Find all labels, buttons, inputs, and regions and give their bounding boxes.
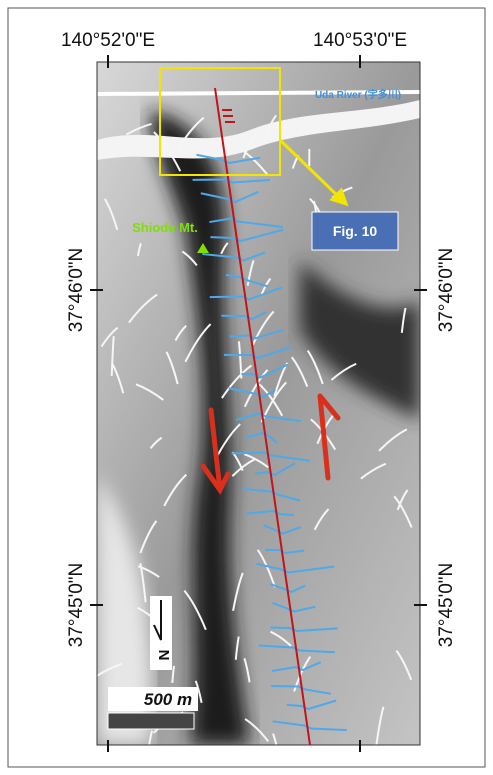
drainage-line bbox=[306, 349, 324, 385]
drainage-line bbox=[97, 662, 123, 677]
light-area bbox=[97, 470, 152, 745]
hillshade-map bbox=[97, 62, 420, 745]
scale-box bbox=[108, 687, 198, 711]
latitude-label: 37°46'0"N bbox=[436, 248, 457, 333]
drainage-line bbox=[174, 324, 187, 341]
drainage-pattern bbox=[97, 114, 413, 745]
drainage-line bbox=[100, 326, 119, 348]
scale-label: 500 m bbox=[144, 690, 192, 709]
drainage-line bbox=[110, 336, 115, 376]
drainage-line bbox=[244, 718, 270, 743]
north-label: N bbox=[155, 650, 172, 661]
drainage-line bbox=[396, 489, 409, 511]
drainage-line bbox=[194, 680, 203, 703]
river-label: Uda River (宇多川) bbox=[315, 88, 401, 101]
river-valley bbox=[97, 100, 420, 160]
drainage-line bbox=[171, 665, 176, 683]
longitude-label: 140°53'0"E bbox=[313, 30, 407, 51]
drainage-line bbox=[128, 293, 158, 324]
drainage-line bbox=[148, 730, 153, 745]
drainage-line bbox=[149, 436, 163, 449]
frame bbox=[7, 7, 486, 768]
drainage-line bbox=[290, 356, 309, 388]
drainage-line bbox=[139, 520, 158, 554]
figure-callout: Fig. 10 bbox=[333, 223, 378, 239]
drainage-line bbox=[232, 572, 244, 611]
drainage-line bbox=[184, 323, 212, 363]
drainage-line bbox=[163, 473, 187, 507]
drainage-line bbox=[234, 636, 240, 660]
inset-arrow bbox=[278, 138, 349, 207]
dark-slope bbox=[300, 260, 420, 420]
mountain-label: Shiode Mt. bbox=[132, 220, 198, 235]
valley bbox=[150, 110, 250, 745]
drainage-line bbox=[272, 733, 278, 745]
drainage-line bbox=[165, 351, 179, 385]
drainage-line bbox=[330, 362, 357, 381]
graticule-ticks bbox=[90, 55, 427, 752]
north-arrow bbox=[153, 600, 162, 641]
drainage-line bbox=[111, 363, 125, 394]
drainage-line bbox=[125, 122, 152, 136]
drainage-line bbox=[400, 307, 407, 333]
drainage-line bbox=[242, 132, 258, 159]
drainage-line bbox=[252, 310, 275, 346]
fault-ticks bbox=[222, 109, 235, 123]
scale-bar bbox=[107, 712, 195, 730]
drainage-line bbox=[104, 198, 119, 231]
drainage-line bbox=[375, 706, 385, 745]
drainage-line bbox=[264, 114, 277, 137]
inset-box bbox=[159, 67, 281, 176]
drainage-line bbox=[378, 428, 408, 452]
drainage-line bbox=[136, 242, 142, 257]
fault-trace bbox=[214, 87, 311, 746]
map-border bbox=[96, 61, 421, 746]
drainage-line bbox=[258, 383, 284, 417]
drainage-line bbox=[176, 116, 205, 151]
drainage-line bbox=[139, 563, 147, 603]
longitude-label: 140°52'0"E bbox=[61, 30, 155, 51]
drainage-line bbox=[395, 650, 413, 681]
drainage-line bbox=[243, 657, 251, 683]
drainage-line bbox=[246, 260, 255, 286]
drainage-line bbox=[244, 453, 269, 469]
drainage-line bbox=[243, 369, 269, 408]
drainage-line bbox=[135, 383, 164, 401]
drainage-line bbox=[221, 364, 252, 399]
drainage-line bbox=[231, 458, 256, 477]
drainage-line bbox=[137, 565, 160, 578]
mountain-marker bbox=[197, 243, 209, 253]
drainage-line bbox=[183, 590, 207, 631]
drainage-line bbox=[153, 131, 182, 172]
drainage-line bbox=[181, 250, 198, 267]
drainage-line bbox=[293, 655, 312, 692]
latitude-label: 37°45'0"N bbox=[436, 563, 457, 648]
latitude-label: 37°45'0"N bbox=[66, 563, 87, 648]
drainage-line bbox=[313, 508, 330, 531]
drainage-line bbox=[360, 462, 387, 480]
figure-callout-box bbox=[311, 211, 399, 251]
road bbox=[97, 90, 420, 96]
latitude-label: 37°46'0"N bbox=[66, 248, 87, 333]
slip-arrows bbox=[200, 393, 341, 495]
drainage-line bbox=[237, 341, 243, 379]
drainage-line bbox=[270, 630, 292, 647]
drainage-line bbox=[393, 495, 413, 528]
drainage-line bbox=[220, 242, 229, 255]
